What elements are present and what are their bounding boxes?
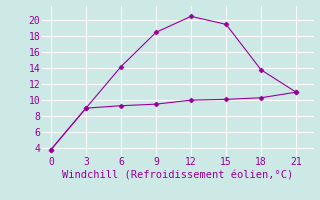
- X-axis label: Windchill (Refroidissement éolien,°C): Windchill (Refroidissement éolien,°C): [62, 170, 293, 180]
